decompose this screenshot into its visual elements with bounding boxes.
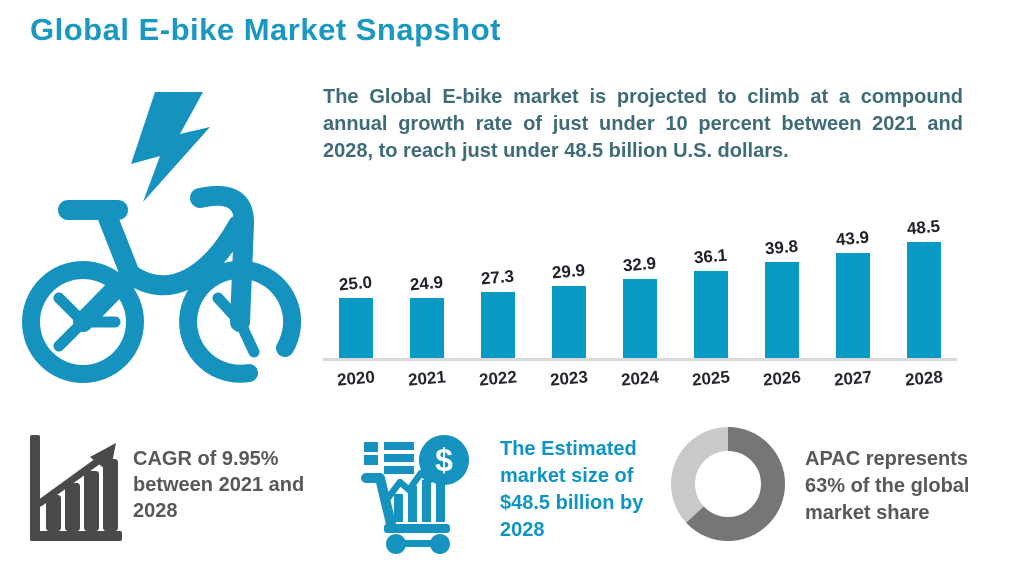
bar-value-label: 24.9: [409, 272, 445, 295]
bar: [907, 241, 941, 358]
bike-front-wheel: [179, 260, 302, 383]
bar-value-label: 32.9: [622, 253, 658, 276]
x-axis-tick-label: 2024: [620, 367, 660, 390]
bar: [339, 298, 373, 358]
bar: [836, 252, 870, 358]
bike-rear-wheel: [22, 261, 144, 383]
x-axis-tick-label: 2026: [762, 367, 802, 390]
donut-chart-icon: [671, 427, 785, 541]
bar-value-label: 29.9: [551, 260, 587, 283]
bar-series: 25.0 24.9 27.3 29.9 32.9 36.1 39.8 43.9 48.5: [323, 206, 957, 358]
bar-group: 36.1: [692, 245, 730, 358]
cagr-stat-text: CAGR of 9.95% between 2021 and 2028: [133, 448, 305, 522]
bar-group: 39.8: [763, 237, 801, 358]
ebike-lightning-icon: [22, 92, 302, 383]
intro-text: The Global E-bike market is projected to…: [323, 86, 963, 162]
lightning-bolt-icon: [131, 92, 210, 202]
x-axis-tick-label: 2022: [478, 367, 518, 390]
bar-value-label: 25.0: [338, 272, 374, 295]
x-axis-tick-label: 2021: [407, 367, 447, 390]
x-axis-tick-label: 2027: [833, 367, 873, 390]
market-size-stat-text: The Estimated market size of $48.5 billi…: [500, 438, 644, 541]
bar-group: 43.9: [834, 227, 872, 358]
bar: [410, 298, 444, 358]
bar-group: 24.9: [408, 272, 446, 358]
bar-value-label: 27.3: [480, 267, 516, 289]
dollar-sign-glyph: $: [435, 442, 453, 478]
bar-value-label: 48.5: [906, 216, 942, 239]
growth-bar-chart-icon: [30, 435, 122, 541]
x-axis-tick-label: 2025: [691, 367, 731, 390]
bar-value-label: 36.1: [693, 245, 729, 268]
ebike-market-bar-chart: 25.0 24.9 27.3 29.9 32.9 36.1 39.8 43.9 48.5 202…: [323, 206, 957, 390]
x-axis-tick-label: 2023: [549, 367, 589, 390]
x-axis-labels: 2020 2021 2022 2023 2024 2025 2026 2027 2028: [323, 367, 957, 390]
x-axis-tick-label: 2020: [336, 367, 376, 390]
donut-apac-segment: [671, 427, 785, 541]
bar-group: 48.5: [905, 216, 943, 358]
bar: [552, 286, 586, 358]
page-title: Global E-bike Market Snapshot: [30, 12, 501, 47]
x-axis-line: [323, 358, 957, 361]
bar: [765, 262, 799, 358]
bar-value-label: 43.9: [835, 227, 871, 250]
x-axis-tick-label: 2028: [904, 367, 944, 390]
bar: [623, 279, 657, 358]
bar-group: 32.9: [621, 253, 659, 358]
bar: [694, 271, 728, 358]
bar-value-label: 39.8: [764, 237, 800, 259]
bar-group: 27.3: [479, 267, 517, 358]
apac-stat-text: APAC represents 63% of the global market…: [805, 448, 970, 524]
bar-group: 25.0: [337, 272, 375, 358]
bar: [481, 292, 515, 358]
bar-group: 29.9: [550, 260, 588, 358]
shopping-cart-dollar-icon: $: [361, 435, 469, 554]
